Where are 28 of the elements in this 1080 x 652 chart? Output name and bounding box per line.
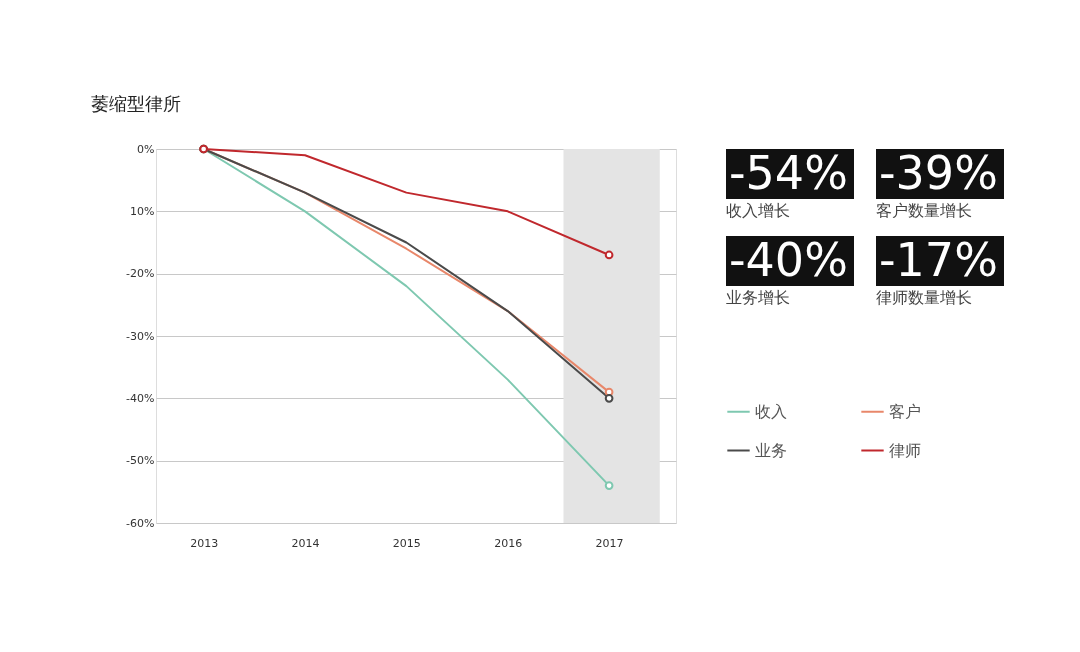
x-tick-label: 2016 xyxy=(494,536,523,550)
y-tick-label: 0% xyxy=(137,142,155,156)
y-tick-label: -50% xyxy=(126,454,155,468)
text: 律师数量增长 xyxy=(876,288,972,307)
y-tick-label: -60% xyxy=(126,516,155,530)
text: 客户数量增长 xyxy=(876,201,972,220)
legend-label: 收入 xyxy=(755,401,787,421)
y-tick-label: 10% xyxy=(130,204,155,218)
y-tick-label: -40% xyxy=(126,391,155,405)
legend-label: 客户 xyxy=(889,401,921,421)
x-tick-label: 2015 xyxy=(392,536,421,550)
y-tick-label: -20% xyxy=(126,267,155,281)
x-tick-label: 2013 xyxy=(190,536,219,550)
text: -39% xyxy=(879,146,998,200)
y-tick-label: -30% xyxy=(126,329,155,343)
x-tick-label: 2017 xyxy=(595,536,624,550)
point xyxy=(604,250,614,260)
legend-label: 业务 xyxy=(755,440,787,460)
point xyxy=(604,481,614,490)
text: -54% xyxy=(729,146,848,200)
text: -17% xyxy=(879,233,998,287)
x-tick-label: 2014 xyxy=(291,536,320,550)
text: -40% xyxy=(729,233,848,287)
legend-label: 律师 xyxy=(889,440,921,460)
text: 业务增长 xyxy=(726,288,790,307)
chart-title: 萎缩型律所 xyxy=(90,92,181,114)
point xyxy=(604,393,614,403)
text: 收入增长 xyxy=(726,201,790,220)
